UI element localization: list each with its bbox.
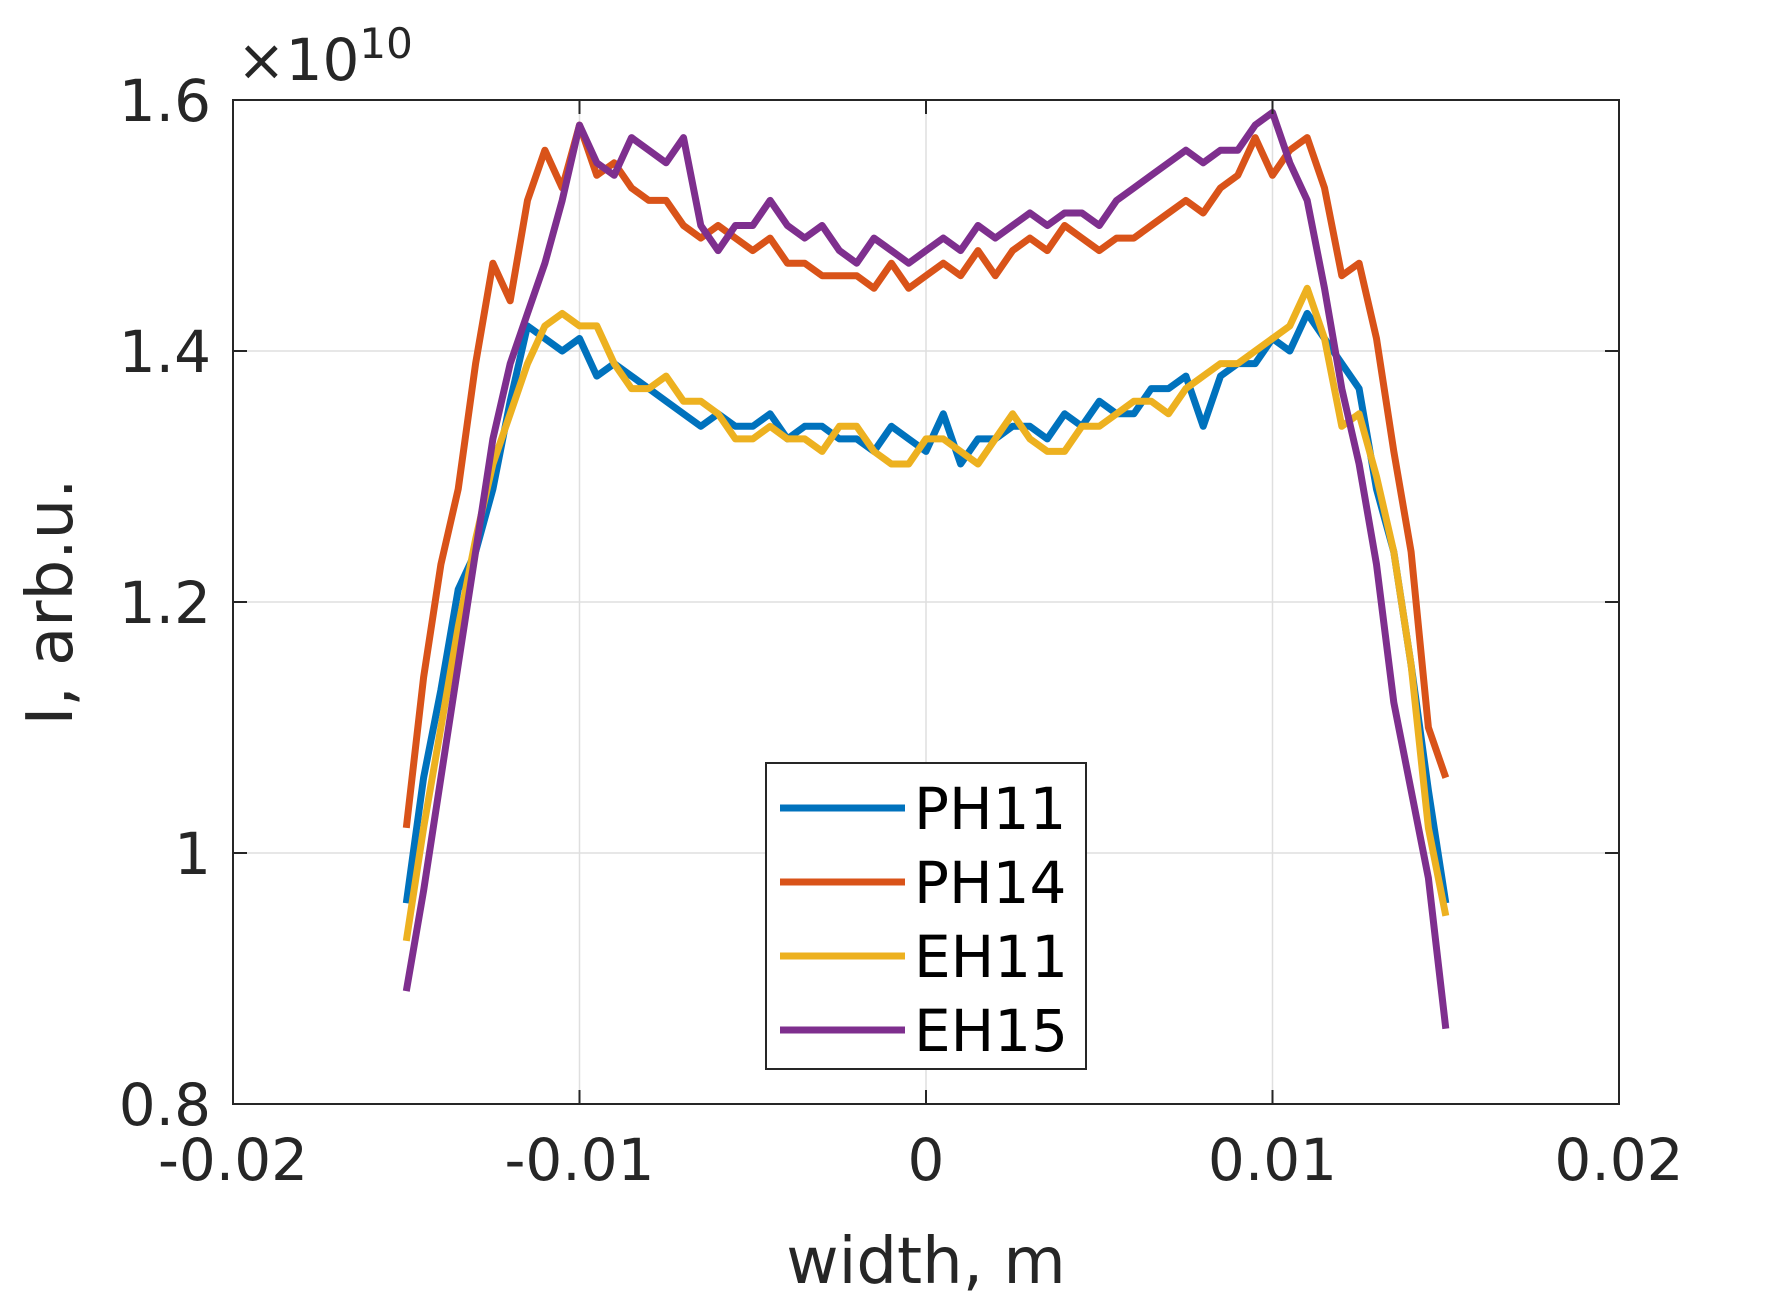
legend-label-ph11: PH11 xyxy=(914,775,1066,843)
y-tick-label: 1.6 xyxy=(119,67,211,135)
x-tick-label: 0.02 xyxy=(1554,1126,1683,1194)
y-axis-title: I, arb.u. xyxy=(14,479,88,726)
axis-ticks xyxy=(232,99,1620,1105)
y-axis-exponent-base: ×10 xyxy=(237,26,359,94)
y-tick-label: 1.4 xyxy=(119,318,211,386)
x-tick-label: 0.01 xyxy=(1208,1126,1337,1194)
legend-label-eh15: EH15 xyxy=(914,997,1068,1065)
x-tick-labels: -0.02 -0.01 0 0.01 0.02 xyxy=(158,1126,1684,1194)
x-tick-label: -0.01 xyxy=(504,1126,654,1194)
y-tick-label: 0.8 xyxy=(119,1071,211,1139)
y-axis-exponent-power: 10 xyxy=(359,19,412,68)
x-axis-title: width, m xyxy=(786,1225,1065,1291)
legend-box xyxy=(765,762,1087,1070)
legend-label-eh11: EH11 xyxy=(914,923,1068,991)
series-line-eh11 xyxy=(402,284,1450,942)
y-tick-labels: 0.8 1 1.2 1.4 1.6 xyxy=(119,67,211,1139)
x-tick-label: 0 xyxy=(908,1126,945,1194)
y-tick-label: 1 xyxy=(174,820,211,888)
legend-label-ph14: PH14 xyxy=(914,849,1066,917)
y-axis-exponent: ×1010 xyxy=(237,19,413,94)
y-tick-label: 1.2 xyxy=(119,569,211,637)
x-tick-label: -0.02 xyxy=(158,1126,308,1194)
